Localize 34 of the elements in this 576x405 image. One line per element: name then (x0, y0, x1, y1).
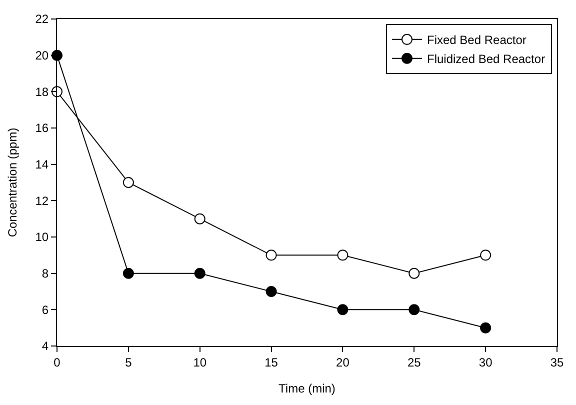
y-tick-label: 10 (35, 230, 49, 244)
point (480, 322, 492, 334)
point (408, 304, 420, 316)
x-axis-title: Time (min) (278, 381, 336, 396)
y-tick-label: 16 (35, 121, 49, 136)
point (266, 250, 277, 261)
y-tick-label: 12 (35, 194, 49, 208)
point (122, 177, 134, 188)
x-tick-label: 0 (54, 355, 61, 370)
y-axis-title: Concentration (ppm) (6, 128, 20, 238)
y-tick-label: 22 (35, 12, 49, 26)
point (194, 268, 206, 279)
x-tick-label: 35 (550, 355, 564, 370)
legend-label: Fluidized Bed Reactor (427, 52, 546, 66)
y-tick-label: 18 (35, 84, 49, 99)
x-tick-label: 20 (336, 355, 350, 370)
point (337, 304, 348, 316)
y-tick-label: 8 (42, 266, 49, 281)
x-tick-label: 10 (193, 355, 207, 370)
point (266, 286, 277, 297)
legend-label: Fixed Bed Reactor (427, 33, 526, 48)
point (480, 250, 492, 261)
x-tick-label: 25 (407, 355, 422, 370)
y-tick-label: 14 (35, 158, 49, 172)
x-tick-label: 15 (264, 355, 278, 370)
y-tick-label: 4 (42, 339, 49, 354)
point (194, 213, 206, 224)
x-tick-label: 5 (125, 355, 132, 370)
point (337, 250, 348, 261)
point (122, 268, 134, 279)
point (408, 268, 420, 279)
x-tick-label: 30 (478, 355, 493, 370)
y-tick-label: 20 (35, 48, 49, 63)
y-tick-label: 6 (42, 302, 49, 317)
